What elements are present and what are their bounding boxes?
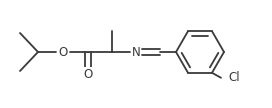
Text: Cl: Cl — [228, 71, 240, 84]
Text: O: O — [84, 68, 93, 80]
Text: O: O — [58, 45, 68, 59]
Text: N: N — [132, 45, 140, 59]
